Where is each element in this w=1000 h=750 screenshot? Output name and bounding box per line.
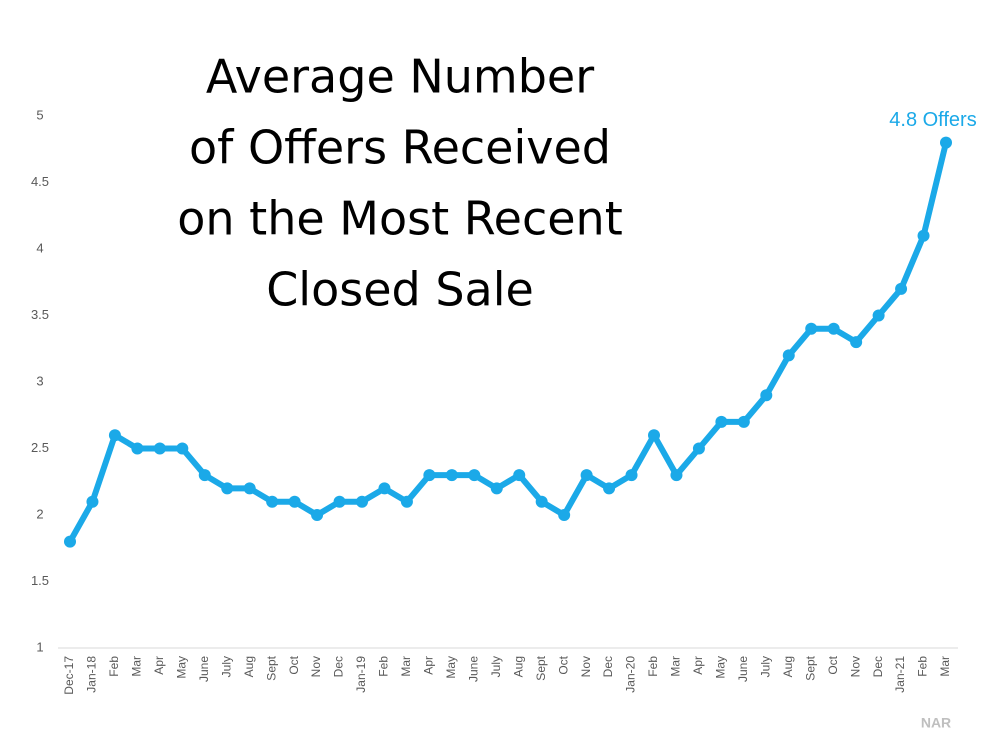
data-point	[648, 429, 660, 442]
data-point	[108, 429, 121, 442]
x-tick-label: Aug	[781, 656, 795, 677]
y-tick-label: 3.5	[31, 307, 49, 322]
y-tick-label: 4	[36, 240, 43, 255]
chart-title: on the Most Recent	[177, 192, 622, 246]
x-tick-label: Oct	[826, 655, 840, 674]
data-point	[895, 282, 908, 295]
x-tick-label: Sept	[803, 655, 817, 680]
data-point	[378, 482, 391, 495]
data-point	[535, 495, 548, 508]
data-point	[737, 415, 750, 428]
x-tick-label: Feb	[646, 656, 660, 677]
x-tick-label: May	[714, 656, 728, 679]
x-tick-label: Nov	[579, 656, 593, 677]
data-point	[176, 442, 189, 455]
data-point	[580, 469, 593, 482]
x-tick-label: Dec-17	[62, 656, 76, 695]
data-point	[445, 469, 458, 482]
x-tick-label: July	[489, 656, 503, 677]
data-point	[468, 469, 481, 482]
x-tick-label: Sept	[534, 655, 548, 680]
x-tick-label: July	[219, 656, 233, 677]
x-tick-label: Nov	[848, 656, 862, 677]
data-point	[288, 495, 301, 508]
annotation: 4.8 Offers	[889, 109, 976, 131]
x-tick-label: Oct	[287, 655, 301, 674]
x-tick-label: June	[197, 656, 211, 682]
data-point	[131, 442, 144, 455]
data-point	[805, 322, 818, 335]
data-point	[153, 442, 166, 455]
chart-title: Closed Sale	[266, 263, 534, 317]
data-point	[715, 415, 728, 428]
y-tick-label: 5	[36, 107, 43, 122]
data-point	[827, 322, 840, 335]
x-tick-label: July	[758, 656, 772, 677]
data-point	[513, 469, 526, 482]
y-tick-label: 2	[36, 506, 43, 521]
x-tick-label: Apr	[691, 656, 705, 675]
y-tick-label: 3	[36, 373, 43, 388]
data-point	[221, 482, 234, 495]
x-tick-label: Feb	[916, 656, 930, 677]
data-point	[266, 495, 279, 508]
chart-title: of Offers Received	[189, 121, 611, 175]
x-tick-label: Mar	[669, 656, 683, 677]
data-point	[872, 309, 885, 322]
x-tick-label: Mar	[130, 656, 144, 677]
x-tick-label: Dec	[871, 656, 885, 677]
x-tick-label: Mar	[399, 656, 413, 677]
x-tick-label: Jan-20	[624, 656, 638, 693]
x-tick-label: June	[466, 656, 480, 682]
data-point	[603, 482, 616, 495]
x-tick-label: Jan-21	[893, 656, 907, 693]
x-tick-label: Mar	[938, 656, 952, 677]
y-tick-label: 1	[36, 639, 43, 654]
x-tick-label: Aug	[242, 656, 256, 677]
x-tick-label: June	[736, 656, 750, 682]
data-point	[558, 509, 571, 521]
data-point	[198, 469, 211, 482]
data-point	[940, 136, 952, 149]
data-point	[311, 509, 324, 521]
x-tick-label: Apr	[152, 656, 166, 675]
chart-title: Average Number	[206, 50, 594, 104]
data-point	[400, 495, 413, 508]
data-point	[692, 442, 705, 455]
data-point	[356, 495, 368, 508]
x-tick-label: May	[174, 656, 188, 679]
data-point	[64, 535, 76, 548]
data-line	[67, 141, 949, 544]
x-tick-label: Aug	[511, 656, 525, 677]
data-point	[333, 495, 346, 508]
data-point	[670, 469, 683, 482]
x-tick-label: Dec	[332, 656, 346, 677]
data-point	[423, 469, 436, 482]
data-point	[625, 469, 638, 482]
y-tick-label: 4.5	[31, 174, 49, 189]
x-tick-label: Feb	[377, 656, 391, 677]
x-tick-label: Nov	[309, 656, 323, 677]
data-point	[243, 482, 256, 495]
data-point	[917, 229, 930, 242]
source: NAR	[921, 715, 951, 731]
y-tick-label: 2.5	[31, 440, 49, 455]
x-tick-label: Jan-18	[85, 656, 99, 693]
x-tick-label: Sept	[264, 655, 278, 680]
data-point	[850, 336, 863, 349]
x-tick-label: May	[444, 656, 458, 679]
x-tick-label: Feb	[107, 656, 121, 677]
y-tick-label: 1.5	[31, 573, 49, 588]
data-point	[86, 495, 99, 508]
data-point	[490, 482, 503, 495]
x-tick-label: Jan-19	[354, 656, 368, 693]
data-point	[760, 389, 773, 402]
x-tick-label: Oct	[556, 655, 570, 674]
x-tick-label: Dec	[601, 656, 615, 677]
x-tick-label: Apr	[422, 656, 436, 675]
data-point	[782, 349, 795, 362]
